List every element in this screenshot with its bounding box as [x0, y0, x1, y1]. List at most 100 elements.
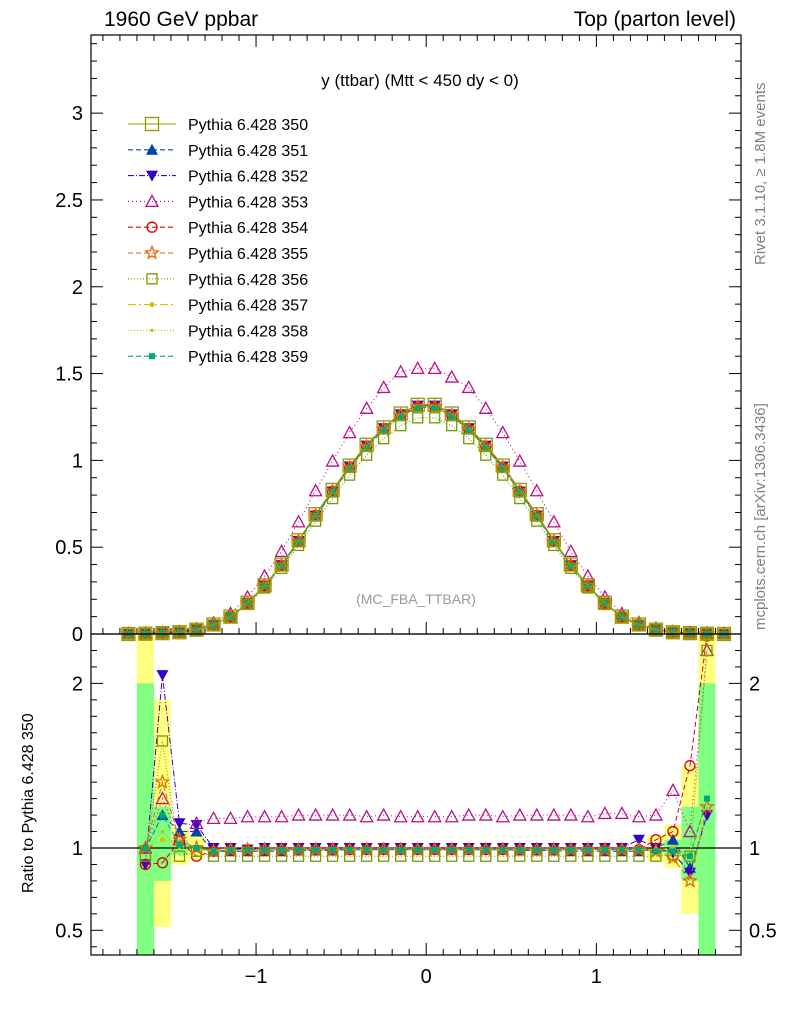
ratio-point: [601, 846, 608, 853]
ratio-point: [154, 773, 171, 789]
x-tick-label: 1: [591, 966, 602, 988]
ratio-point: [139, 858, 152, 871]
ratio-point: [190, 825, 203, 837]
ratio-point: [173, 850, 186, 862]
data-point: [393, 406, 408, 421]
legend-label: Pythia 6.428 355: [188, 246, 308, 263]
legend-entry: Pythia 6.428 355: [128, 244, 308, 263]
ratio-series: [139, 809, 696, 873]
y-tick-label: 0: [72, 624, 83, 646]
ratio-point: [580, 809, 595, 823]
data-point: [189, 622, 204, 637]
data-point: [497, 469, 509, 481]
ratio-series: [138, 643, 715, 854]
ratio-plot-frame: [90, 633, 742, 956]
data-point: [240, 595, 255, 610]
ratio-point: [703, 795, 710, 802]
data-point: [278, 562, 285, 569]
legend-label: Pythia 6.428 354: [188, 220, 308, 237]
y-tick-label: 1.5: [55, 364, 83, 386]
data-point: [529, 483, 544, 497]
ratio-series: [139, 630, 713, 871]
y-tick-label: 0.5: [55, 537, 83, 559]
ratio-point: [699, 798, 715, 814]
ratio-point: [529, 807, 544, 821]
data-point: [427, 360, 442, 375]
y-tick-label: 2: [72, 277, 83, 299]
data-point: [361, 449, 373, 461]
ratio-point: [665, 783, 681, 797]
data-point: [295, 538, 302, 545]
legend-entry: Pythia 6.428 350: [128, 116, 308, 134]
data-point: [633, 619, 645, 631]
legend-marker: [146, 143, 158, 155]
data-point: [495, 425, 510, 439]
ratio-point: [495, 809, 510, 823]
data-point: [482, 444, 489, 451]
data-point: [359, 437, 374, 452]
ratio-point: [155, 791, 170, 805]
ratio-series-line: [144, 675, 708, 874]
data-point: [429, 412, 441, 424]
y-tick-label: 3: [72, 103, 83, 125]
ratio-point: [618, 846, 625, 853]
ratio-y-tick-label-right: 1: [749, 838, 760, 860]
ratio-point: [397, 846, 404, 853]
ratio-point: [295, 846, 302, 853]
legend-entry: Pythia 6.428 358: [128, 323, 308, 340]
ratio-point: [567, 846, 574, 853]
ratio-y-tick-label-right: 2: [749, 673, 760, 695]
data-point: [499, 465, 506, 472]
data-point: [326, 492, 339, 505]
data-point: [614, 609, 630, 624]
data-point: [563, 543, 578, 558]
data-point: [565, 562, 577, 575]
ratio-point: [139, 850, 152, 862]
ratio-point: [274, 809, 289, 823]
ratio-point: [363, 846, 370, 853]
data-point: [414, 404, 421, 411]
ratio-point: [342, 807, 357, 821]
ratio-y-tick-label: 1: [72, 838, 83, 860]
legend-marker: [149, 302, 155, 308]
data-point: [427, 397, 442, 412]
data-point: [275, 562, 288, 575]
data-point: [465, 426, 472, 433]
data-point: [648, 622, 664, 637]
data-point: [563, 557, 578, 572]
ratio-point: [359, 809, 374, 823]
ratio-point: [444, 809, 459, 823]
ratio-point: [160, 829, 165, 834]
ratio-series: [139, 644, 713, 862]
data-point: [682, 625, 698, 641]
ratio-series-layer: [91, 630, 741, 888]
data-point: [480, 449, 492, 461]
ratio-point: [193, 845, 200, 851]
ratio-series-line: [145, 798, 708, 857]
data-point: [397, 413, 404, 420]
legend-label: Pythia 6.428 358: [188, 323, 308, 340]
data-point: [512, 453, 527, 467]
data-point: [207, 619, 220, 631]
ratio-point: [465, 846, 472, 853]
ratio-point: [156, 735, 169, 747]
y-tick-label: 2.5: [55, 190, 83, 212]
legend-label: Pythia 6.428 357: [188, 298, 308, 315]
ratio-point: [667, 825, 679, 838]
legend-entry: Pythia 6.428 357: [128, 298, 308, 315]
ratio-point: [278, 846, 285, 853]
data-point: [223, 609, 238, 624]
data-point: [190, 624, 203, 636]
data-point: [172, 625, 187, 640]
data-point: [431, 404, 438, 411]
ratio-point: [159, 837, 165, 843]
legend-marker: [149, 353, 155, 360]
ratio-point: [635, 846, 642, 853]
data-point: [582, 582, 594, 594]
ratio-point: [684, 760, 696, 772]
ratio-point: [227, 846, 234, 853]
ratio-series-line: [144, 780, 708, 883]
data-point: [514, 492, 526, 505]
data-point: [546, 514, 561, 528]
